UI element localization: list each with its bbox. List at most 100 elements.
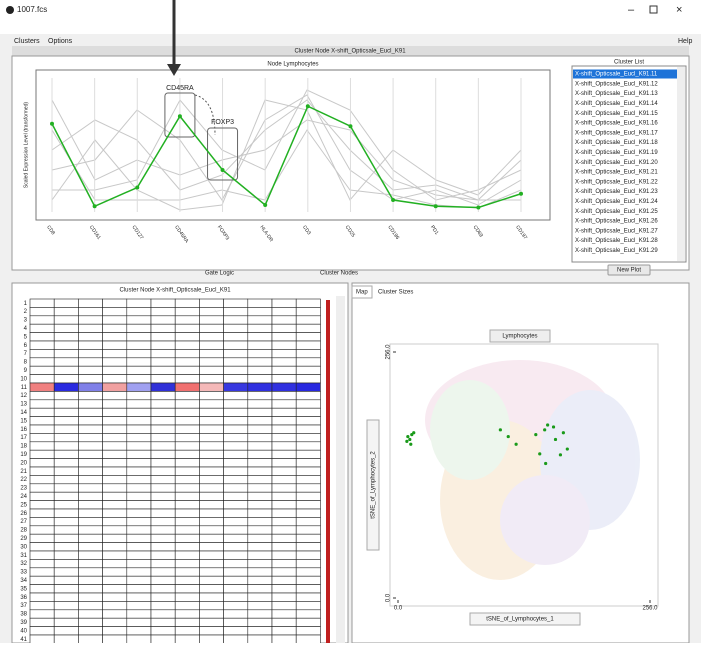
- cluster-nodes-toggle[interactable]: Cluster Nodes: [320, 271, 358, 277]
- heatmap-cell[interactable]: [199, 323, 224, 333]
- heatmap-cell[interactable]: [150, 323, 176, 333]
- cluster-item[interactable]: X-shift_Opticsale_Eucl_K91.28: [575, 238, 658, 244]
- heatmap-cell[interactable]: [78, 634, 103, 644]
- heatmap-cell[interactable]: [199, 365, 224, 375]
- heatmap-cell[interactable]: [271, 315, 297, 325]
- heatmap-cell[interactable]: [247, 491, 273, 501]
- heatmap-cell[interactable]: [150, 424, 176, 434]
- heatmap-cell[interactable]: [78, 508, 103, 518]
- heatmap-cell[interactable]: [150, 449, 176, 459]
- new-plot-button[interactable]: [607, 264, 651, 276]
- heatmap-cell[interactable]: [126, 559, 152, 569]
- heatmap-cell[interactable]: [29, 441, 55, 451]
- heatmap-cell[interactable]: [174, 508, 200, 518]
- cluster-item[interactable]: X-shift_Opticsale_Eucl_K91.12: [575, 81, 658, 87]
- heatmap-cell[interactable]: [271, 424, 297, 434]
- heatmap-cell[interactable]: [126, 323, 152, 333]
- heatmap-cell[interactable]: [199, 391, 224, 401]
- heatmap-cell[interactable]: [150, 517, 176, 527]
- heatmap-cell[interactable]: [174, 584, 200, 594]
- heatmap-cell[interactable]: [174, 601, 200, 611]
- heatmap-cell[interactable]: [199, 525, 224, 535]
- heatmap-cell[interactable]: [150, 634, 176, 644]
- heatmap-cell[interactable]: [126, 332, 152, 342]
- heatmap-cell[interactable]: [223, 550, 249, 560]
- heatmap-cell[interactable]: [247, 340, 273, 350]
- heatmap-cell[interactable]: [295, 517, 321, 527]
- heatmap-cell[interactable]: [78, 592, 103, 602]
- heatmap-cell[interactable]: [199, 416, 224, 426]
- heatmap-cell[interactable]: [78, 475, 103, 485]
- cluster-item[interactable]: X-shift_Opticsale_Eucl_K91.20: [575, 160, 658, 166]
- heatmap-cell[interactable]: [29, 542, 55, 552]
- heatmap-cell[interactable]: [223, 340, 249, 350]
- heatmap-cell[interactable]: [174, 340, 200, 350]
- heatmap-cell[interactable]: [53, 357, 79, 367]
- heatmap-cell[interactable]: [102, 433, 128, 443]
- heatmap-cell[interactable]: [102, 500, 128, 510]
- heatmap-cell[interactable]: [150, 349, 176, 359]
- cluster-item[interactable]: X-shift_Opticsale_Eucl_K91.29: [575, 248, 658, 254]
- heatmap-cell[interactable]: [150, 533, 176, 543]
- heatmap-cell[interactable]: [247, 508, 273, 518]
- heatmap-cell[interactable]: [150, 617, 176, 627]
- heatmap-cell[interactable]: [29, 533, 55, 543]
- heatmap-cell[interactable]: [78, 307, 103, 317]
- heatmap-cell[interactable]: [102, 315, 128, 325]
- heatmap-cell[interactable]: [53, 626, 79, 636]
- heatmap-cell[interactable]: [223, 449, 249, 459]
- heatmap-cell[interactable]: [271, 433, 297, 443]
- heatmap-cell[interactable]: [247, 575, 273, 585]
- heatmap-cell[interactable]: [150, 332, 176, 342]
- heatmap-cell[interactable]: [150, 584, 176, 594]
- heatmap-cell[interactable]: [174, 407, 200, 417]
- heatmap-cell[interactable]: [295, 533, 321, 543]
- heatmap-cell[interactable]: [78, 382, 103, 392]
- heatmap-cell[interactable]: [126, 374, 152, 384]
- heatmap-cell[interactable]: [78, 500, 103, 510]
- heatmap-cell[interactable]: [271, 399, 297, 409]
- heatmap-cell[interactable]: [53, 517, 79, 527]
- heatmap-cell[interactable]: [247, 416, 273, 426]
- heatmap-cell[interactable]: [53, 449, 79, 459]
- heatmap-cell[interactable]: [29, 374, 55, 384]
- heatmap-cell[interactable]: [174, 567, 200, 577]
- heatmap-cell[interactable]: [295, 617, 321, 627]
- heatmap-cell[interactable]: [150, 609, 176, 619]
- heatmap-cell[interactable]: [247, 517, 273, 527]
- heatmap-cell[interactable]: [295, 365, 321, 375]
- heatmap-cell[interactable]: [199, 441, 224, 451]
- heatmap-cell[interactable]: [78, 332, 103, 342]
- heatmap-cell[interactable]: [102, 307, 128, 317]
- heatmap-cell[interactable]: [29, 458, 55, 468]
- heatmap-cell[interactable]: [174, 626, 200, 636]
- heatmap-cell[interactable]: [247, 542, 273, 552]
- heatmap-cell[interactable]: [78, 433, 103, 443]
- heatmap-cell[interactable]: [295, 609, 321, 619]
- heatmap-cell[interactable]: [150, 357, 176, 367]
- heatmap-cell[interactable]: [53, 382, 79, 392]
- heatmap-cell[interactable]: [53, 298, 79, 308]
- heatmap-cell[interactable]: [295, 500, 321, 510]
- heatmap-cell[interactable]: [102, 323, 128, 333]
- heatmap-cell[interactable]: [126, 626, 152, 636]
- heatmap-cell[interactable]: [78, 533, 103, 543]
- heatmap-cell[interactable]: [174, 617, 200, 627]
- heatmap-cell[interactable]: [150, 601, 176, 611]
- heatmap-cell[interactable]: [150, 542, 176, 552]
- heatmap-cell[interactable]: [223, 483, 249, 493]
- heatmap-cell[interactable]: [78, 626, 103, 636]
- heatmap-cell[interactable]: [174, 559, 200, 569]
- heatmap-cell[interactable]: [247, 525, 273, 535]
- menu-item[interactable]: Options: [48, 38, 73, 45]
- heatmap-cell[interactable]: [295, 349, 321, 359]
- heatmap-cell[interactable]: [78, 340, 103, 350]
- heatmap-cell[interactable]: [247, 592, 273, 602]
- heatmap-cell[interactable]: [150, 550, 176, 560]
- heatmap-cell[interactable]: [295, 626, 321, 636]
- heatmap-cell[interactable]: [150, 508, 176, 518]
- heatmap-cell[interactable]: [271, 382, 297, 392]
- heatmap-cell[interactable]: [53, 508, 79, 518]
- heatmap-cell[interactable]: [102, 374, 128, 384]
- heatmap-cell[interactable]: [295, 399, 321, 409]
